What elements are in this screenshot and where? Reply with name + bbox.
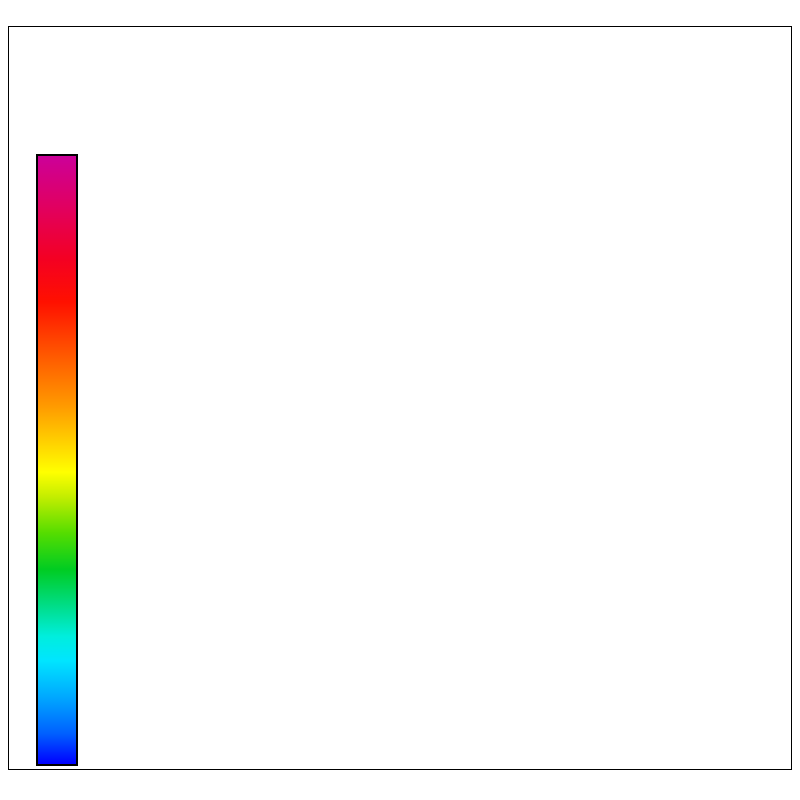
- map-plot-area: [8, 26, 792, 770]
- colorbar-gradient: [36, 154, 78, 766]
- wind-speed-raster: [8, 26, 792, 770]
- colorbar: [36, 154, 78, 766]
